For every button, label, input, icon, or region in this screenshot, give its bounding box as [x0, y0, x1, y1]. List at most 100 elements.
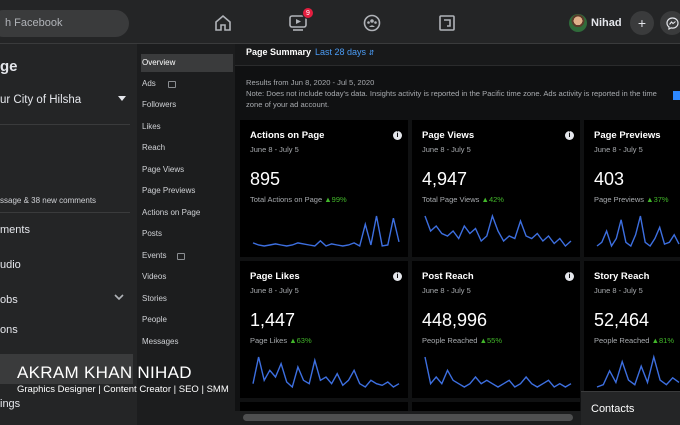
- contacts-panel[interactable]: Contacts: [581, 391, 680, 425]
- tab-followers[interactable]: Followers: [142, 100, 177, 109]
- card-subtitle: Page Likes ▲63%: [250, 336, 312, 345]
- sidebar-item-settings[interactable]: ings: [0, 398, 21, 410]
- tab-actions-on-page[interactable]: Actions on Page: [142, 208, 201, 217]
- profile-link[interactable]: Nihad: [569, 13, 622, 33]
- page-title: Page Summary: [246, 47, 312, 57]
- trend-up-icon: ▲: [289, 336, 297, 345]
- card-title: Page Likes: [250, 271, 300, 282]
- card-subtitle: People Reached ▲81%: [594, 336, 674, 345]
- metric-card[interactable]: Page Likes i June 8 - July 5 1,447 Page …: [240, 261, 408, 398]
- card-label: Total Page Views: [422, 195, 480, 204]
- sidebar-item-jobs[interactable]: obs: [0, 294, 18, 306]
- caret-down-icon[interactable]: [118, 96, 126, 101]
- top-navigation-bar: h Facebook 9 Nihad +: [0, 0, 680, 44]
- card-percent: 81%: [659, 336, 675, 345]
- card-label: People Reached: [594, 336, 650, 345]
- card-date: June 8 - July 5: [250, 286, 299, 295]
- contacts-label: Contacts: [591, 403, 635, 415]
- card-subtitle: Page Previews ▲37%: [594, 195, 669, 204]
- card-title: Page Previews: [594, 130, 661, 141]
- card-title: Post Reach: [422, 271, 474, 282]
- page-selector[interactable]: ur City of Hilsha: [0, 94, 81, 106]
- insights-navigation: Overview Ads Followers Likes Reach Page …: [137, 44, 235, 425]
- tab-events[interactable]: Events: [142, 251, 167, 260]
- sparkline: [596, 354, 680, 388]
- sparkline-path: [596, 354, 680, 388]
- tab-reach[interactable]: Reach: [142, 143, 166, 152]
- gaming-icon[interactable]: [434, 10, 460, 36]
- home-icon[interactable]: [210, 10, 236, 36]
- card-title: Page Views: [422, 130, 475, 141]
- card-date: June 8 - July 5: [422, 145, 471, 154]
- tab-messages[interactable]: Messages: [142, 337, 179, 346]
- sidebar-item-studio[interactable]: udio: [0, 259, 21, 271]
- card-label: Total Actions on Page: [250, 195, 323, 204]
- horizontal-scrollbar[interactable]: [235, 411, 581, 425]
- tab-page-views[interactable]: Page Views: [142, 165, 185, 174]
- tab-videos[interactable]: Videos: [142, 272, 167, 281]
- metric-card[interactable]: Story Reach June 8 - July 5 52,464 Peopl…: [584, 261, 680, 398]
- inbox-notice[interactable]: ssage & 38 new comments: [0, 196, 97, 205]
- chevron-down-icon[interactable]: [114, 293, 124, 304]
- tab-likes[interactable]: Likes: [142, 122, 161, 131]
- tab-posts[interactable]: Posts: [142, 229, 163, 238]
- results-note: Results from Jun 8, 2020 - Jul 5, 2020 N…: [246, 77, 666, 110]
- scrollbar-thumb[interactable]: [243, 414, 573, 421]
- card-title: Story Reach: [594, 271, 650, 282]
- export-tab[interactable]: [673, 91, 680, 100]
- results-line: Results from Jun 8, 2020 - Jul 5, 2020: [246, 78, 375, 87]
- search-input[interactable]: h Facebook: [0, 10, 129, 37]
- metric-card[interactable]: Page Views i June 8 - July 5 4,947 Total…: [412, 120, 580, 257]
- sparkline: [596, 215, 680, 248]
- trend-up-icon: ▲: [651, 336, 659, 345]
- info-icon[interactable]: i: [393, 131, 402, 140]
- divider: [0, 124, 130, 125]
- card-value: 1,447: [250, 310, 296, 330]
- sparkline: [252, 215, 400, 248]
- insights-main: Page Summary Last 28 days ⇵ Results from…: [235, 44, 680, 425]
- notification-badge: 9: [302, 7, 314, 19]
- watermark-name: AKRAM KHAN NIHAD: [17, 363, 192, 382]
- info-icon[interactable]: i: [393, 272, 402, 281]
- external-link-icon: [168, 81, 176, 88]
- card-value: 448,996: [422, 310, 488, 330]
- sidebar-item-actions[interactable]: ons: [0, 324, 18, 336]
- date-range-label: Last 28 days: [315, 47, 367, 57]
- tab-overview[interactable]: Overview: [141, 54, 233, 72]
- tab-page-previews[interactable]: Page Previews: [142, 186, 196, 195]
- info-icon[interactable]: i: [565, 272, 574, 281]
- metric-card[interactable]: Post Reach i June 8 - July 5 448,996 Peo…: [412, 261, 580, 398]
- video-icon[interactable]: 9: [285, 7, 314, 36]
- sparkline-path: [252, 215, 400, 248]
- groups-icon[interactable]: [359, 10, 385, 36]
- tab-people[interactable]: People: [142, 315, 167, 324]
- card-percent: 55%: [487, 336, 503, 345]
- tab-ads[interactable]: Ads: [142, 79, 156, 88]
- metric-card[interactable]: Page Previews June 8 - July 5 403 Page P…: [584, 120, 680, 257]
- card-subtitle: Total Page Views ▲42%: [422, 195, 504, 204]
- card-subtitle: People Reached ▲55%: [422, 336, 502, 345]
- card-percent: 63%: [296, 336, 312, 345]
- sort-icon: ⇵: [368, 50, 375, 57]
- left-sidebar: ge ur City of Hilsha ssage & 38 new comm…: [0, 44, 137, 425]
- card-value: 403: [594, 169, 625, 189]
- watermark-role: Graphics Designer | Content Creator | SE…: [17, 384, 229, 395]
- trend-up-icon: ▲: [479, 336, 487, 345]
- card-date: June 8 - July 5: [594, 145, 643, 154]
- card-value: 52,464: [594, 310, 650, 330]
- card-date: June 8 - July 5: [422, 286, 471, 295]
- tab-stories[interactable]: Stories: [142, 294, 167, 303]
- messenger-icon[interactable]: [660, 11, 680, 35]
- profile-name: Nihad: [591, 17, 622, 29]
- date-range-selector[interactable]: Last 28 days ⇵: [315, 47, 374, 57]
- sidebar-item-comments[interactable]: ments: [0, 224, 30, 236]
- info-icon[interactable]: i: [565, 131, 574, 140]
- sparkline: [424, 356, 572, 388]
- card-percent: 42%: [488, 195, 504, 204]
- plus-icon[interactable]: +: [630, 11, 654, 35]
- sparkline: [424, 213, 572, 248]
- divider: [0, 212, 130, 213]
- metric-card[interactable]: Actions on Page i June 8 - July 5 895 To…: [240, 120, 408, 257]
- sidebar-item-highlight: [0, 354, 133, 384]
- card-percent: 99%: [331, 195, 347, 204]
